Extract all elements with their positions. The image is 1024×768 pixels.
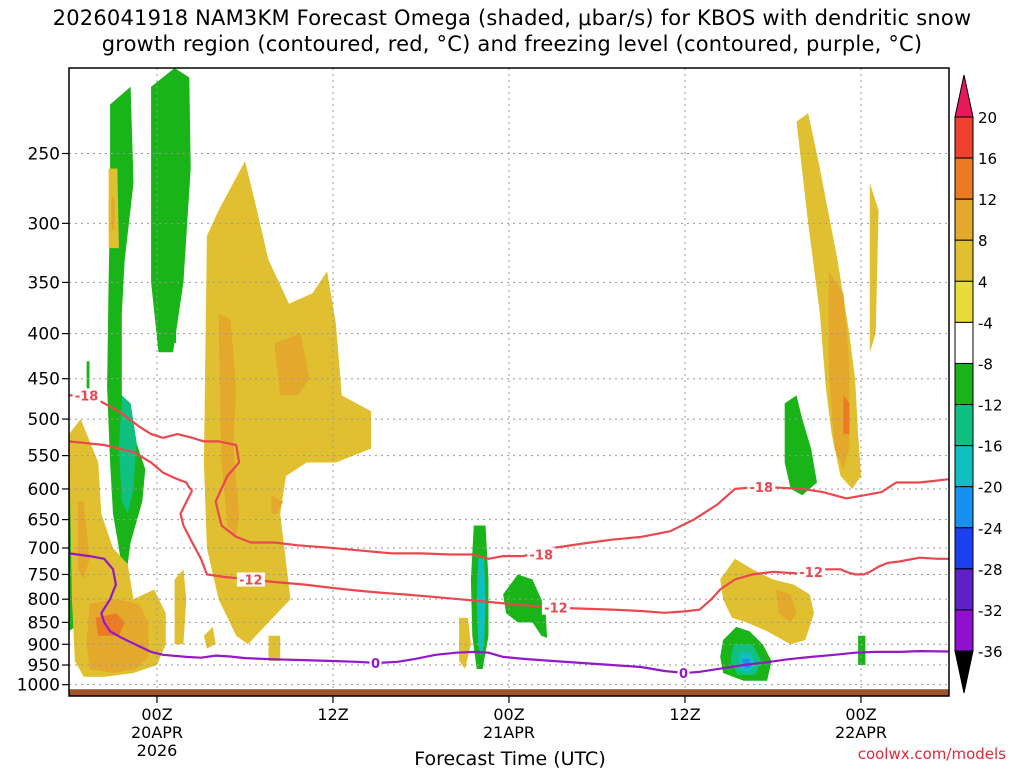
colorbar-swatch bbox=[954, 404, 974, 447]
colorbar-swatch bbox=[954, 116, 974, 159]
colorbar-level-label: -28 bbox=[978, 561, 1003, 579]
colorbar-level-label: -36 bbox=[978, 643, 1003, 661]
contour-label: 0 bbox=[679, 667, 688, 682]
omega-shaded-region bbox=[203, 161, 372, 645]
contour-label-bg bbox=[527, 547, 556, 562]
colorbar-swatch bbox=[954, 527, 974, 570]
y-tick-label: 1000 bbox=[17, 676, 60, 696]
y-tick-label: 450 bbox=[28, 370, 60, 390]
omega-shaded-region bbox=[174, 569, 187, 645]
y-tick-label: 500 bbox=[28, 410, 60, 430]
x-tick-date-label: 21APR bbox=[483, 723, 535, 742]
omega-shaded-region bbox=[274, 333, 310, 396]
omega-shaded-region bbox=[784, 395, 817, 496]
colorbar-level-label: 20 bbox=[978, 109, 997, 127]
omega-shaded-region bbox=[218, 313, 240, 537]
y-tick-label: 750 bbox=[28, 565, 60, 585]
dendritic-growth-contour bbox=[69, 394, 949, 560]
y-tick-label: 700 bbox=[28, 539, 60, 559]
colorbar-swatch bbox=[954, 568, 974, 611]
colorbar-swatch bbox=[954, 609, 974, 652]
colorbar-level-label: -32 bbox=[978, 602, 1003, 620]
omega-shaded-region bbox=[476, 558, 486, 657]
credit-text: coolwx.com/models bbox=[857, 745, 1006, 763]
contour-label-bg bbox=[541, 600, 570, 615]
contour-label: -12 bbox=[799, 566, 823, 581]
x-axis-label: Forecast Time (UTC) bbox=[414, 748, 605, 768]
y-tick-label: 550 bbox=[28, 447, 60, 467]
y-tick-label: 350 bbox=[28, 273, 60, 293]
omega-shaded-region bbox=[203, 626, 216, 649]
omega-shaded-region bbox=[720, 558, 815, 645]
x-tick-label: 00Z bbox=[845, 705, 876, 724]
terrain-surface bbox=[69, 689, 949, 696]
colorbar-swatch bbox=[954, 239, 974, 282]
contour-label-bg bbox=[72, 388, 101, 403]
dendritic-growth-contour bbox=[69, 440, 193, 492]
colorbar-swatch bbox=[954, 445, 974, 488]
y-tick-label: 650 bbox=[28, 511, 60, 531]
colorbar-level-label: 4 bbox=[978, 273, 988, 291]
colorbar-level-label: 16 bbox=[978, 150, 997, 168]
colorbar-level-label: 8 bbox=[978, 232, 988, 250]
y-tick-label: 900 bbox=[28, 635, 60, 655]
colorbar-swatch bbox=[954, 198, 974, 241]
colorbar-level-label: -24 bbox=[978, 520, 1003, 538]
colorbar-level-label: -12 bbox=[978, 397, 1003, 415]
contour-label: -12 bbox=[239, 574, 263, 589]
omega-shaded-region bbox=[869, 183, 879, 353]
contour-label-bg bbox=[797, 564, 826, 579]
colorbar-level-label: -4 bbox=[978, 314, 993, 332]
chart-title-line-2: growth region (contoured, red, °C) and f… bbox=[101, 32, 923, 56]
y-tick-label: 300 bbox=[28, 214, 60, 234]
colorbar-swatch bbox=[954, 280, 974, 323]
contour-label: -18 bbox=[530, 549, 554, 564]
contour-label-bg bbox=[677, 666, 690, 681]
omega-shaded-region bbox=[111, 196, 115, 230]
contour-label-bg bbox=[236, 572, 265, 587]
omega-shaded-region bbox=[843, 395, 850, 435]
colorbar-bottom-arrow bbox=[954, 650, 974, 694]
colorbar-swatch bbox=[954, 362, 974, 406]
colorbar-swatch bbox=[954, 321, 974, 364]
y-tick-label: 850 bbox=[28, 613, 60, 633]
colorbar-level-label: -8 bbox=[978, 355, 993, 373]
freezing-level-contour bbox=[69, 552, 949, 675]
chart-title-line-1: 2026041918 NAM3KM Forecast Omega (shaded… bbox=[52, 6, 972, 30]
contour-label: -12 bbox=[544, 602, 568, 617]
omega-shaded-region bbox=[268, 635, 281, 661]
y-tick-label: 950 bbox=[28, 656, 60, 676]
x-tick-date-label: 22APR bbox=[835, 723, 887, 742]
omega-shaded-region bbox=[271, 495, 284, 514]
omega-shaded-region bbox=[775, 589, 797, 623]
colorbar-top-arrow bbox=[954, 74, 974, 118]
contour-label: -18 bbox=[75, 389, 99, 404]
x-tick-label: 00Z bbox=[493, 705, 524, 724]
y-tick-label: 800 bbox=[28, 590, 60, 610]
omega-shaded-region bbox=[77, 501, 90, 580]
colorbar-level-label: -20 bbox=[978, 479, 1003, 497]
omega-shaded-region bbox=[151, 68, 191, 353]
contour-label-bg bbox=[369, 655, 382, 670]
omega-shaded-region bbox=[171, 293, 177, 343]
colorbar-level-label: -16 bbox=[978, 438, 1003, 456]
y-tick-label: 250 bbox=[28, 144, 60, 164]
colorbar-swatch bbox=[954, 486, 974, 529]
x-tick-label: 12Z bbox=[317, 705, 348, 724]
omega-shaded-region bbox=[858, 635, 866, 665]
colorbar-level-label: 12 bbox=[978, 191, 997, 209]
contour-label: -18 bbox=[750, 481, 774, 496]
x-tick-year-label: 2026 bbox=[137, 741, 178, 760]
omega-shaded-region bbox=[459, 617, 471, 669]
x-tick-label: 12Z bbox=[669, 705, 700, 724]
contour-label-bg bbox=[747, 480, 776, 495]
contour-label: 0 bbox=[371, 657, 380, 672]
x-tick-date-label: 20APR bbox=[131, 723, 183, 742]
y-tick-label: 600 bbox=[28, 480, 60, 500]
y-tick-label: 400 bbox=[28, 325, 60, 345]
x-tick-label: 00Z bbox=[141, 705, 172, 724]
omega-shaded-region bbox=[118, 395, 137, 514]
colorbar-swatch bbox=[954, 157, 974, 200]
